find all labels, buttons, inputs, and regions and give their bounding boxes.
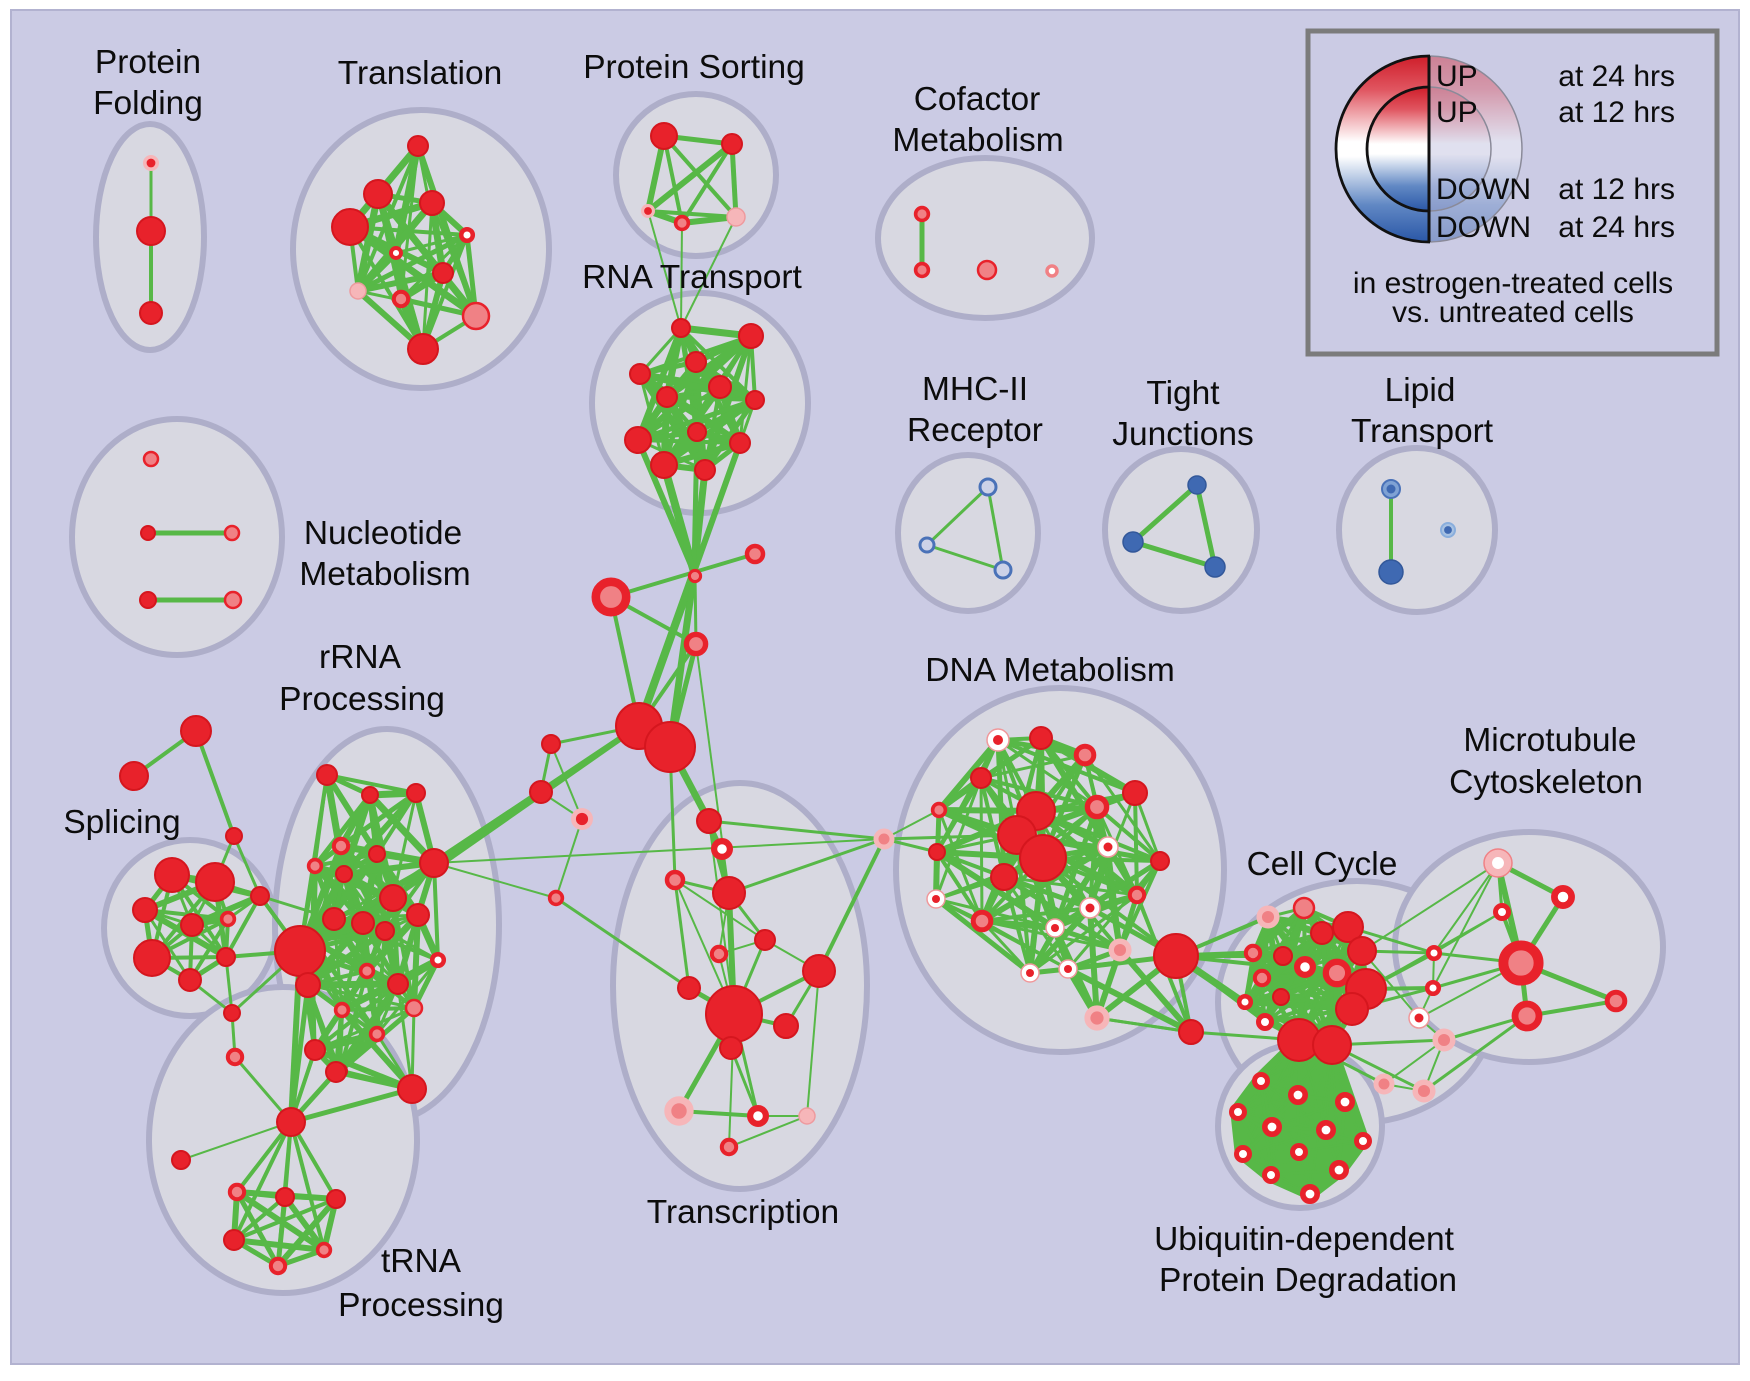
svg-text:Cytoskeleton: Cytoskeleton [1449,764,1643,801]
svg-text:tRNA: tRNA [381,1243,462,1280]
svg-text:RNA Transport: RNA Transport [582,259,802,296]
svg-text:MHC-II: MHC-II [922,371,1028,408]
svg-text:at 24 hrs: at 24 hrs [1558,211,1675,244]
svg-text:DOWN: DOWN [1436,211,1531,244]
svg-text:Protein: Protein [95,44,201,81]
svg-text:Ubiquitin-dependent: Ubiquitin-dependent [1154,1221,1455,1258]
svg-text:at 12 hrs: at 12 hrs [1558,96,1675,129]
svg-text:rRNA: rRNA [319,639,402,676]
svg-text:Microtubule: Microtubule [1463,722,1636,759]
svg-text:at 12 hrs: at 12 hrs [1558,173,1675,206]
svg-text:Nucleotide: Nucleotide [304,515,462,552]
svg-text:Tight: Tight [1146,375,1220,412]
svg-text:Metabolism: Metabolism [892,122,1063,159]
svg-text:UP: UP [1436,60,1478,93]
svg-text:DNA Metabolism: DNA Metabolism [925,652,1174,689]
svg-text:DOWN: DOWN [1436,173,1531,206]
svg-text:Translation: Translation [338,55,502,92]
svg-text:Junctions: Junctions [1112,416,1254,453]
svg-text:Transcription: Transcription [647,1194,839,1231]
svg-text:Receptor: Receptor [907,412,1043,449]
svg-text:Transport: Transport [1351,413,1494,450]
svg-text:Lipid: Lipid [1385,372,1456,409]
svg-text:Protein Sorting: Protein Sorting [583,49,805,86]
svg-text:Processing: Processing [279,681,445,718]
svg-text:Cofactor: Cofactor [914,81,1041,118]
svg-text:Protein Degradation: Protein Degradation [1159,1262,1457,1299]
svg-text:at 24 hrs: at 24 hrs [1558,60,1675,93]
svg-text:Folding: Folding [93,85,203,122]
svg-text:in estrogen-treated cells: in estrogen-treated cells [1353,267,1673,300]
svg-text:Processing: Processing [338,1287,504,1324]
svg-text:Metabolism: Metabolism [299,556,470,593]
svg-text:Cell Cycle: Cell Cycle [1247,846,1398,883]
svg-text:Splicing: Splicing [63,804,180,841]
svg-text:vs. untreated cells: vs. untreated cells [1392,296,1634,329]
svg-text:UP: UP [1436,96,1478,129]
